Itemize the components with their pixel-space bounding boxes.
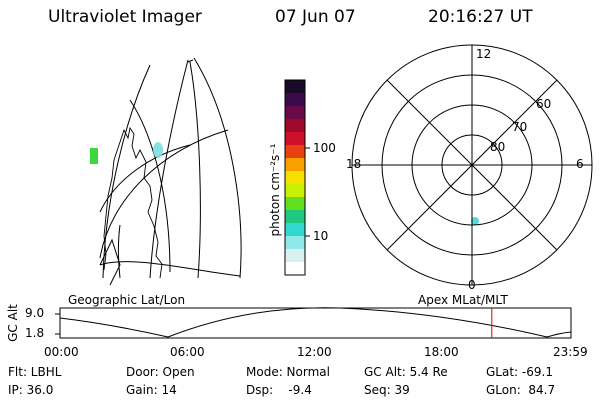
colorbar-segment (285, 145, 305, 159)
coastline (99, 238, 121, 286)
mode-info: Mode: Normal (246, 365, 330, 379)
colorbar-segment (285, 106, 305, 120)
latitude-line (99, 129, 229, 259)
glon-info: GLon: 84.7 (486, 383, 556, 397)
meridian-line (193, 57, 242, 279)
meridian-line (189, 61, 201, 279)
colorbar-segment (285, 184, 305, 198)
dsp-info: Dsp: -9.4 (246, 383, 312, 397)
timeline-xtick-2359: 23:59 (553, 345, 588, 359)
timeline-xtick-0600: 06:00 (170, 345, 205, 359)
colorbar-frame (284, 79, 306, 276)
timeline-ylabel: GC Alt (5, 304, 20, 342)
timeline-xtick-1800: 18:00 (424, 345, 459, 359)
colorbar-segment (285, 262, 305, 276)
meridian-line (102, 64, 151, 279)
colorbar-segment (285, 236, 305, 250)
gc-alt-info: GC Alt: 5.4 Re (364, 365, 448, 379)
lat-label-80: 80 (490, 140, 506, 154)
timeline-frame (59, 307, 572, 339)
lat-label-60: 60 (536, 97, 552, 111)
meridian-line (149, 59, 189, 279)
timeline-ytick-label-low: 1.8 (25, 326, 45, 340)
mlt-label-0: 0 (468, 278, 476, 292)
polar-diagonal (386, 79, 558, 251)
gain-info: Gain: 14 (126, 383, 177, 397)
mlt-label-6: 6 (576, 157, 584, 171)
caption-apex: Apex MLat/MLT (418, 293, 508, 307)
date-label: 07 Jun 07 (275, 7, 356, 27)
colorbar-segment (285, 210, 305, 224)
lat-label-70: 70 (512, 120, 528, 134)
colorbar-segment (285, 132, 305, 146)
colorbar-segment (285, 93, 305, 107)
glat-info: GLat: -69.1 (486, 365, 553, 379)
colorbar-segment (285, 80, 305, 94)
latitude-line (118, 224, 121, 279)
latitude-line (129, 99, 171, 273)
colorbar-tick-label-10: 10 (313, 229, 329, 243)
latitude-line (99, 261, 241, 277)
colorbar-segment (285, 171, 305, 185)
time-label: 20:16:27 UT (428, 7, 533, 27)
door-info: Door: Open (126, 365, 195, 379)
tick-mark (187, 59, 194, 63)
caption-geographic: Geographic Lat/Lon (68, 293, 186, 307)
aurora-spot-cyan (153, 142, 163, 158)
timeline-ytick-label-high: 9.0 (25, 306, 45, 320)
latitude-line (99, 144, 191, 213)
altitude-curve (59, 307, 572, 338)
timeline-xtick-0000: 00:00 (44, 345, 79, 359)
colorbar-segment (285, 197, 305, 211)
aurora-spot-green (90, 148, 98, 164)
colorbar-segment (285, 119, 305, 133)
coastline (103, 147, 119, 271)
aurora-spot-polar (471, 217, 479, 225)
instrument-title: Ultraviolet Imager (48, 7, 202, 27)
coastline (117, 126, 163, 279)
seq-info: Seq: 39 (364, 383, 410, 397)
colorbar-tick-label-100: 100 (313, 141, 336, 155)
ip-info: IP: 36.0 (8, 383, 54, 397)
mlt-label-12: 12 (476, 47, 492, 61)
colorbar-segment (285, 158, 305, 172)
timeline-xtick-1200: 12:00 (297, 345, 332, 359)
colorbar-segment (285, 223, 305, 237)
filter-info: Flt: LBHL (8, 365, 62, 379)
mlt-label-18: 18 (346, 157, 362, 171)
colorbar-segment (285, 249, 305, 263)
